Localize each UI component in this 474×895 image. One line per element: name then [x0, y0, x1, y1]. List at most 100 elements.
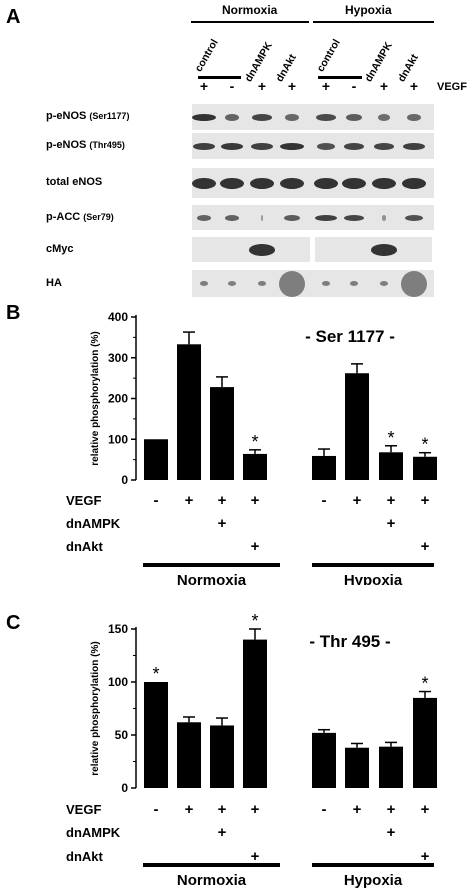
condition-sign: + — [387, 515, 396, 532]
band-lane-5 — [317, 142, 335, 150]
blot-label-6: HA — [46, 277, 62, 289]
band-lane-3 — [251, 113, 273, 121]
band-lane-2 — [220, 142, 244, 150]
chart-ser1177: 0 100 200 300 400 relative phosphorylation (%… — [66, 310, 437, 585]
condition-sign: + — [218, 515, 227, 532]
condition-sign: + — [421, 538, 430, 555]
band-lane-8 — [402, 177, 426, 189]
group-label-1: Normoxia — [177, 872, 247, 889]
condition-sign: + — [421, 801, 430, 818]
vegf-sign-lane-8: + — [409, 78, 419, 94]
panel-c-letter: C — [6, 612, 21, 634]
band-lane-3 — [260, 214, 264, 221]
bar-2 — [177, 344, 201, 480]
condition-sign: + — [251, 538, 260, 555]
condition-label-2: dnAMPK — [66, 516, 121, 531]
panel-a-letter: A — [6, 6, 21, 28]
blot-label-2: p-eNOS (Thr495) — [46, 139, 125, 151]
y-tick-label: 0 — [121, 781, 128, 795]
condition-sign: + — [387, 824, 396, 841]
band-lane-6 — [343, 214, 365, 221]
condition-label-1: VEGF — [66, 802, 101, 817]
blot-label-main: p-eNOS — [46, 139, 87, 151]
bar-7 — [379, 746, 403, 788]
blot-label-5: cMyc — [46, 243, 74, 255]
significance-star-1: * — [152, 664, 159, 684]
significance-star-4: * — [251, 611, 258, 631]
y-tick-label: 150 — [108, 622, 128, 636]
group-bar-1 — [143, 563, 280, 567]
band-lane-5 — [314, 177, 338, 189]
band-lane-5 — [316, 113, 336, 121]
condition-sign: + — [218, 824, 227, 841]
condition-sign: + — [353, 492, 362, 509]
condition-sign: + — [387, 801, 396, 818]
group-label-normoxia: Normoxia — [222, 3, 278, 17]
condition-sign: + — [353, 801, 362, 818]
band-lane-5 — [315, 214, 337, 221]
condition-sign: + — [251, 492, 260, 509]
blot-label-4: p-ACC (Ser79) — [46, 211, 114, 223]
group-label-2: Hypoxia — [344, 872, 403, 889]
blot-label-3: total eNOS — [46, 176, 102, 188]
blot-label-sub: (Thr495) — [89, 140, 125, 150]
bar-4 — [243, 639, 267, 788]
bar-3 — [210, 725, 234, 788]
panel-b-letter: B — [6, 302, 21, 324]
condition-label-3: dnAkt — [66, 849, 104, 864]
band-lane-7 — [381, 214, 387, 221]
group-bar-2 — [312, 863, 434, 867]
band-lane-3 — [251, 142, 273, 150]
vegf-sign-lane-5: + — [321, 78, 331, 94]
blot-label-main: total eNOS — [46, 176, 103, 188]
blot-label-sub: (Ser79) — [83, 211, 114, 222]
band-lane-7 — [379, 281, 389, 286]
bar-1 — [144, 439, 168, 480]
band-lane-4 — [280, 177, 304, 189]
vegf-label-a: VEGF — [437, 81, 467, 93]
condition-sign: + — [421, 492, 430, 509]
band-lane-8 — [401, 270, 427, 297]
group-label-1: Normoxia — [177, 572, 247, 585]
bar-5 — [312, 732, 336, 788]
condition-sign: + — [251, 801, 260, 818]
significance-star-8: * — [421, 435, 428, 455]
bar-8 — [413, 456, 437, 480]
condition-sign: + — [185, 492, 194, 509]
lane-label-control-normoxia: control — [192, 37, 221, 74]
significance-star-8: * — [421, 674, 428, 694]
y-axis-label: relative phosphorylation (%) — [90, 641, 101, 775]
condition-sign: - — [322, 492, 327, 509]
band-lane-1 — [196, 214, 212, 221]
band-lane-2 — [227, 281, 237, 286]
y-tick-label: 100 — [108, 675, 128, 689]
y-tick-label: 400 — [108, 310, 128, 324]
chart-annotation: - Ser 1177 - — [305, 327, 395, 346]
chart-thr495: 0 50 100 150 relative phosphorylation (%) - T… — [66, 611, 437, 889]
blot-label-sub: (Ser1177) — [89, 111, 130, 121]
band-lane-7 — [370, 243, 398, 256]
significance-star-4: * — [251, 432, 258, 452]
band-lane-1 — [192, 177, 216, 189]
band-lane-6 — [349, 281, 359, 286]
group-label-2: Hypoxia — [344, 572, 403, 585]
band-lane-1 — [199, 281, 209, 286]
band-lane-2 — [224, 113, 240, 121]
group-label-hypoxia: Hypoxia — [345, 3, 392, 17]
group-bar-1 — [143, 863, 280, 867]
band-lane-3 — [257, 281, 267, 286]
band-lane-3 — [250, 177, 274, 189]
band-lane-8 — [405, 214, 423, 221]
band-lane-1 — [192, 113, 216, 121]
condition-label-1: VEGF — [66, 493, 101, 508]
condition-sign: + — [218, 492, 227, 509]
significance-star-7: * — [387, 428, 394, 448]
bar-6 — [345, 373, 369, 480]
bar-8 — [413, 697, 437, 788]
vegf-sign-lane-6: - — [351, 78, 357, 94]
condition-label-3: dnAkt — [66, 539, 104, 554]
blot-label-1: p-eNOS (Ser1177) — [46, 110, 129, 122]
vegf-sign-lane-1: + — [199, 78, 209, 94]
band-lane-4 — [279, 270, 305, 297]
